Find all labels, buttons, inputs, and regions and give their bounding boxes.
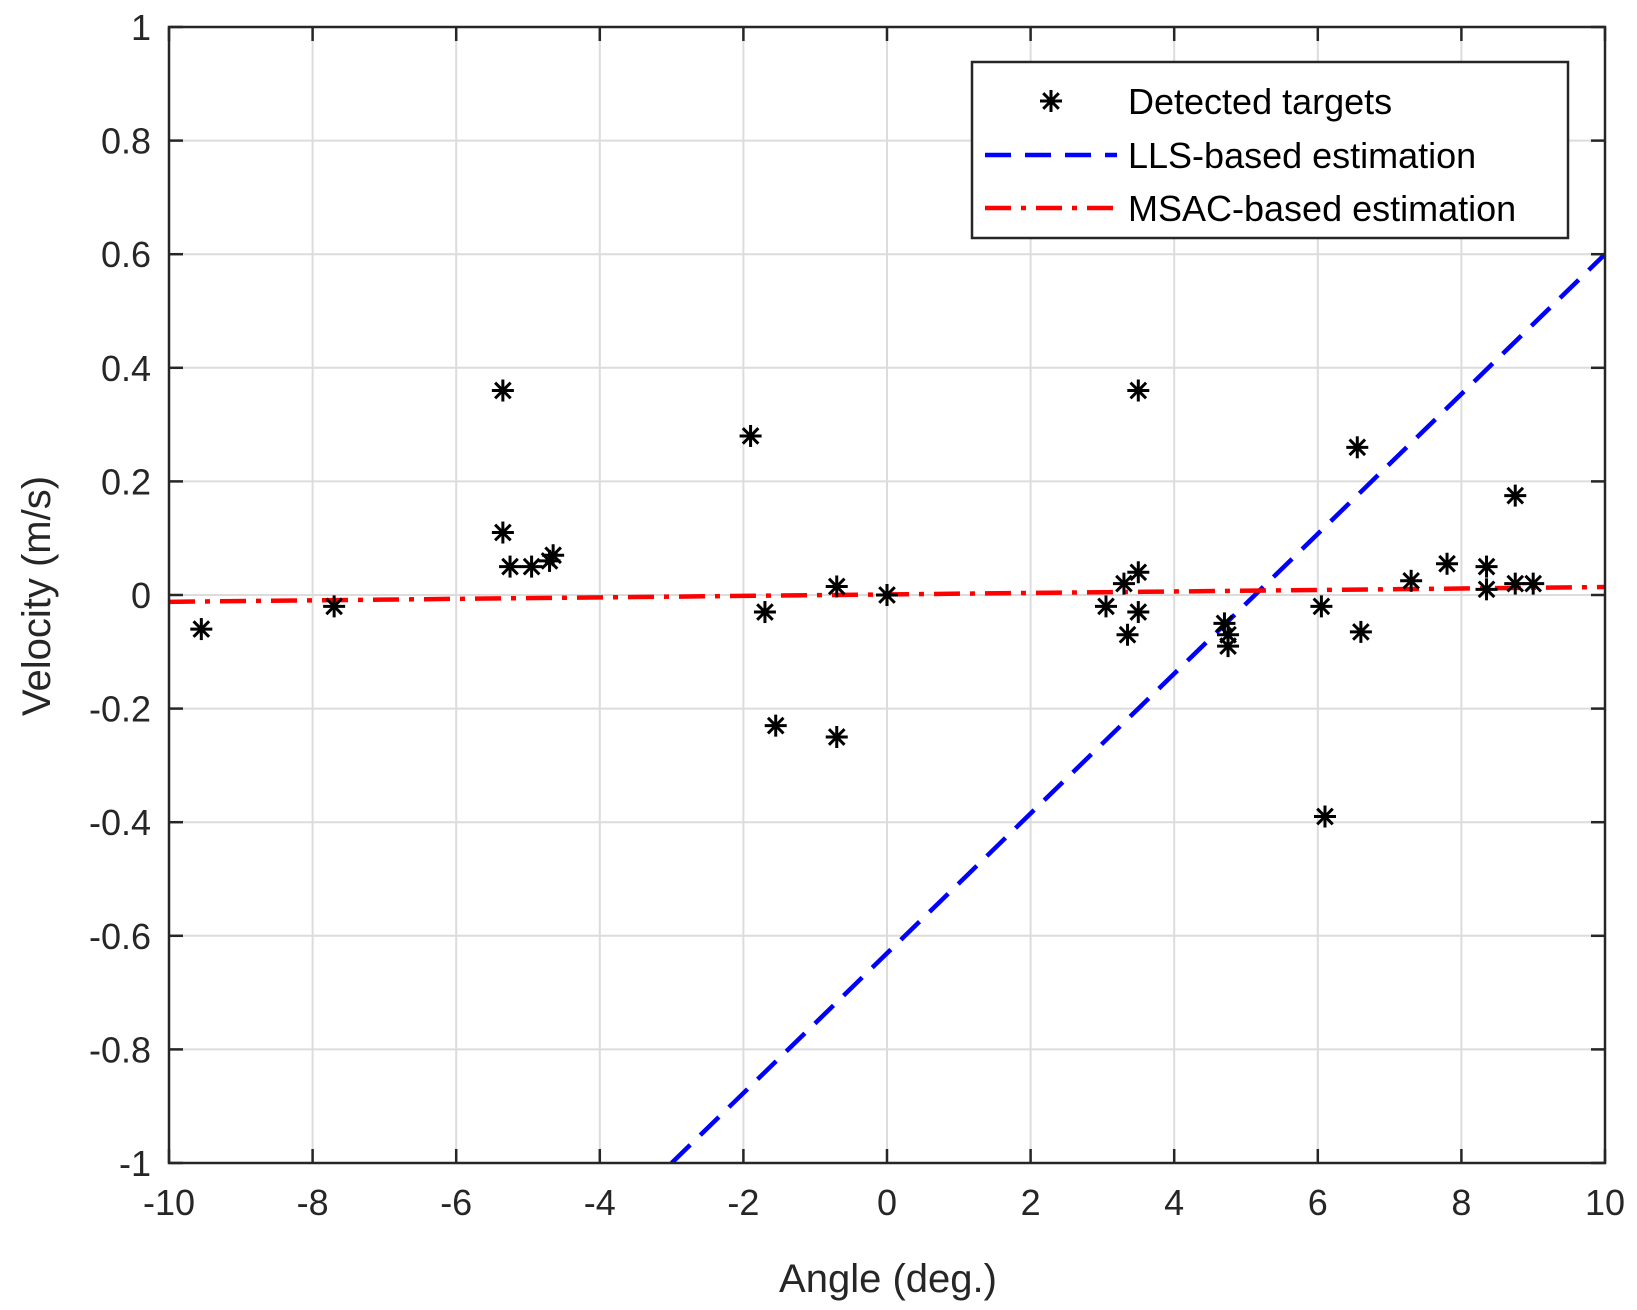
series-layer <box>169 252 1605 1163</box>
detected-target-marker <box>1475 578 1498 601</box>
x-axis-label: Angle (deg.) <box>779 1257 997 1301</box>
x-tick-label: -2 <box>727 1182 759 1223</box>
legend-entry: Detected targets <box>1040 81 1392 122</box>
x-tick-label: 0 <box>877 1182 897 1223</box>
y-tick-label: 0.4 <box>101 348 151 389</box>
detected-target-marker <box>190 618 213 641</box>
detected-target-marker <box>491 379 514 402</box>
lls-estimation-line <box>670 252 1605 1163</box>
detected-target-marker <box>1475 555 1498 578</box>
detected-target-marker <box>1400 569 1423 592</box>
detected-target-marker <box>1127 561 1150 584</box>
tick-label-layer: -10 -8 -6 -4 -2 0 2 4 6 8 10 -1 -0.8 -0.6 -0.4 -0.2 0 0.2… <box>89 7 1625 1223</box>
legend-marker-detected-targets <box>1040 90 1062 112</box>
legend-box <box>970 60 1570 240</box>
x-tick-label: 2 <box>1021 1182 1041 1223</box>
x-tick-label: -4 <box>584 1182 616 1223</box>
legend-entry: MSAC-based estimation <box>985 188 1516 229</box>
detected-target-marker <box>1436 552 1459 575</box>
y-tick-label: 0 <box>131 575 151 616</box>
axes-layer <box>167 25 1607 1165</box>
detected-target-marker <box>1504 484 1527 507</box>
legend-entry: LLS-based estimation <box>985 135 1476 176</box>
detected-target-marker <box>520 555 543 578</box>
detected-target-marker <box>499 555 522 578</box>
detected-target-marker <box>1127 601 1150 624</box>
legend-label: Detected targets <box>1128 81 1392 122</box>
detected-target-marker <box>542 544 565 567</box>
y-tick-label: 0.6 <box>101 234 151 275</box>
detected-target-marker <box>1313 805 1336 828</box>
detected-target-marker <box>876 584 898 606</box>
detected-target-marker <box>1310 595 1333 618</box>
detected-target-marker <box>1217 623 1240 646</box>
y-tick-label: -0.6 <box>89 916 151 957</box>
y-tick-label: -0.2 <box>89 689 151 730</box>
y-tick-label: 1 <box>131 7 151 48</box>
detected-target-marker <box>491 521 514 544</box>
y-tick-label: -0.8 <box>89 1029 151 1070</box>
legend-label: LLS-based estimation <box>1128 135 1476 176</box>
detected-target-marker <box>753 601 776 624</box>
detected-target-marker <box>764 714 787 737</box>
detected-target-marker <box>1112 572 1135 595</box>
x-tick-label: -8 <box>297 1182 329 1223</box>
y-tick-label: -0.4 <box>89 802 151 843</box>
x-tick-label: 6 <box>1308 1182 1328 1223</box>
detected-target-marker <box>1127 379 1150 402</box>
detected-target-marker <box>739 424 762 447</box>
detected-target-marker <box>323 595 346 618</box>
x-tick-label: -6 <box>440 1182 472 1223</box>
detected-target-marker <box>1116 623 1139 646</box>
x-tick-label: -10 <box>143 1182 195 1223</box>
y-tick-label: -1 <box>119 1143 151 1184</box>
detected-target-marker <box>825 575 848 598</box>
detected-target-marker <box>1346 436 1369 459</box>
x-tick-label: 8 <box>1451 1182 1471 1223</box>
x-tick-label: 10 <box>1585 1182 1625 1223</box>
y-tick-label: 0.8 <box>101 121 151 162</box>
x-tick-label: 4 <box>1164 1182 1184 1223</box>
detected-target-marker <box>825 726 848 748</box>
detected-target-marker <box>1522 572 1545 595</box>
y-tick-label: 0.2 <box>101 461 151 502</box>
y-axis-label: Velocity (m/s) <box>15 476 59 716</box>
detected-target-marker <box>1349 620 1372 643</box>
detected-target-marker <box>1094 595 1117 618</box>
legend: Detected targets LLS-based estimation MSAC… <box>970 60 1570 240</box>
legend-label: MSAC-based estimation <box>1128 188 1516 229</box>
